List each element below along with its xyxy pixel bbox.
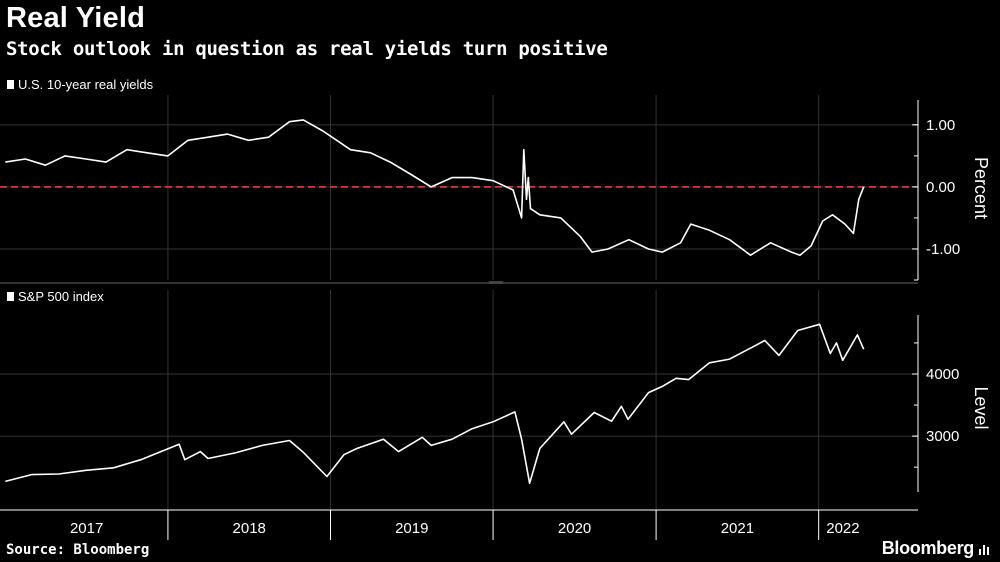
x-tick-label: 2020 [558, 520, 591, 537]
series-line-sp500 [5, 323, 865, 485]
y-tick-label: 3000 [926, 428, 959, 445]
x-tick-label: 2018 [233, 520, 266, 537]
chart-icon [979, 545, 989, 555]
legend-swatch-sp500 [7, 292, 14, 301]
y-axis-title-level: Level [971, 386, 991, 429]
source-note: Source: Bloomberg [6, 542, 150, 558]
x-tick-label: 2019 [395, 520, 428, 537]
real-yield-panel: U.S. 10-year real yields 1.00 0.00 -1.00 P… [0, 77, 991, 281]
x-tick-label: 2022 [826, 520, 859, 537]
y-tick-label: 1.00 [926, 117, 955, 134]
series-line-real-yield [5, 119, 865, 256]
chart-title: Real Yield [6, 2, 146, 34]
chart-subtitle: Stock outlook in question as real yields… [6, 38, 608, 60]
sp500-panel: S&P 500 index 4000 3000 Level [5, 289, 991, 492]
x-tick-label: 2017 [70, 520, 103, 537]
y-tick-label: -1.00 [926, 241, 960, 258]
y-axis-title-percent: Percent [971, 157, 991, 219]
legend-real-yield: U.S. 10-year real yields [18, 77, 154, 92]
y-tick-label: 4000 [926, 366, 959, 383]
legend-sp500: S&P 500 index [18, 289, 104, 304]
legend-swatch-real-yield [7, 80, 14, 89]
panel-resize-handle [489, 281, 503, 284]
gridlines [0, 95, 918, 510]
brand-logo: Bloomberg [881, 538, 975, 558]
y-tick-label: 0.00 [926, 179, 955, 196]
x-tick-label: 2021 [721, 520, 754, 537]
